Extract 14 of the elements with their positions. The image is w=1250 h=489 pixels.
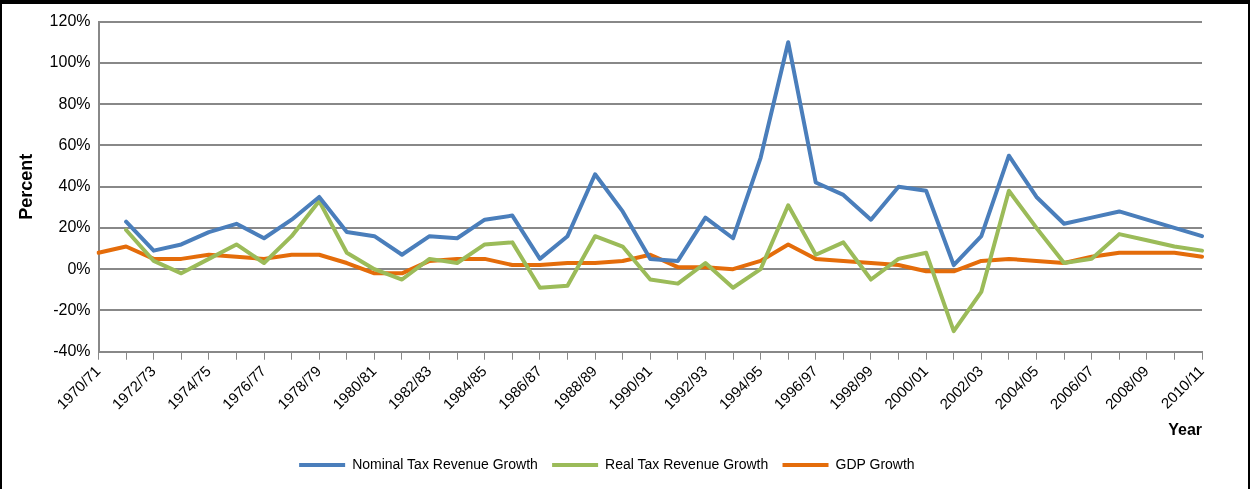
y-tick-label: 0% (67, 259, 91, 277)
y-tick-label: 100% (49, 53, 91, 71)
legend-label: GDP Growth (835, 455, 915, 472)
y-axis-title: Percent (15, 153, 36, 220)
y-tick-label: 20% (58, 218, 91, 236)
y-tick-label: -40% (53, 342, 91, 360)
y-tick-label: 80% (58, 94, 91, 112)
legend-label: Real Tax Revenue Growth (605, 455, 769, 472)
y-tick-label: 40% (58, 177, 91, 195)
y-tick-label: 120% (49, 12, 91, 30)
y-tick-label: 60% (58, 135, 91, 153)
y-tick-label: -20% (53, 300, 91, 318)
legend-label: Nominal Tax Revenue Growth (352, 455, 538, 472)
x-axis-title: Year (1168, 420, 1202, 438)
